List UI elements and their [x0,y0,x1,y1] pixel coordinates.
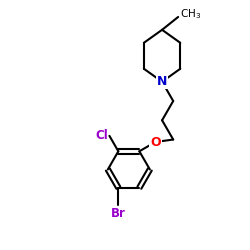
Text: Cl: Cl [96,129,108,142]
Text: CH$_3$: CH$_3$ [180,7,201,21]
Text: O: O [150,136,161,148]
Text: Br: Br [111,207,126,220]
Text: N: N [157,75,167,88]
